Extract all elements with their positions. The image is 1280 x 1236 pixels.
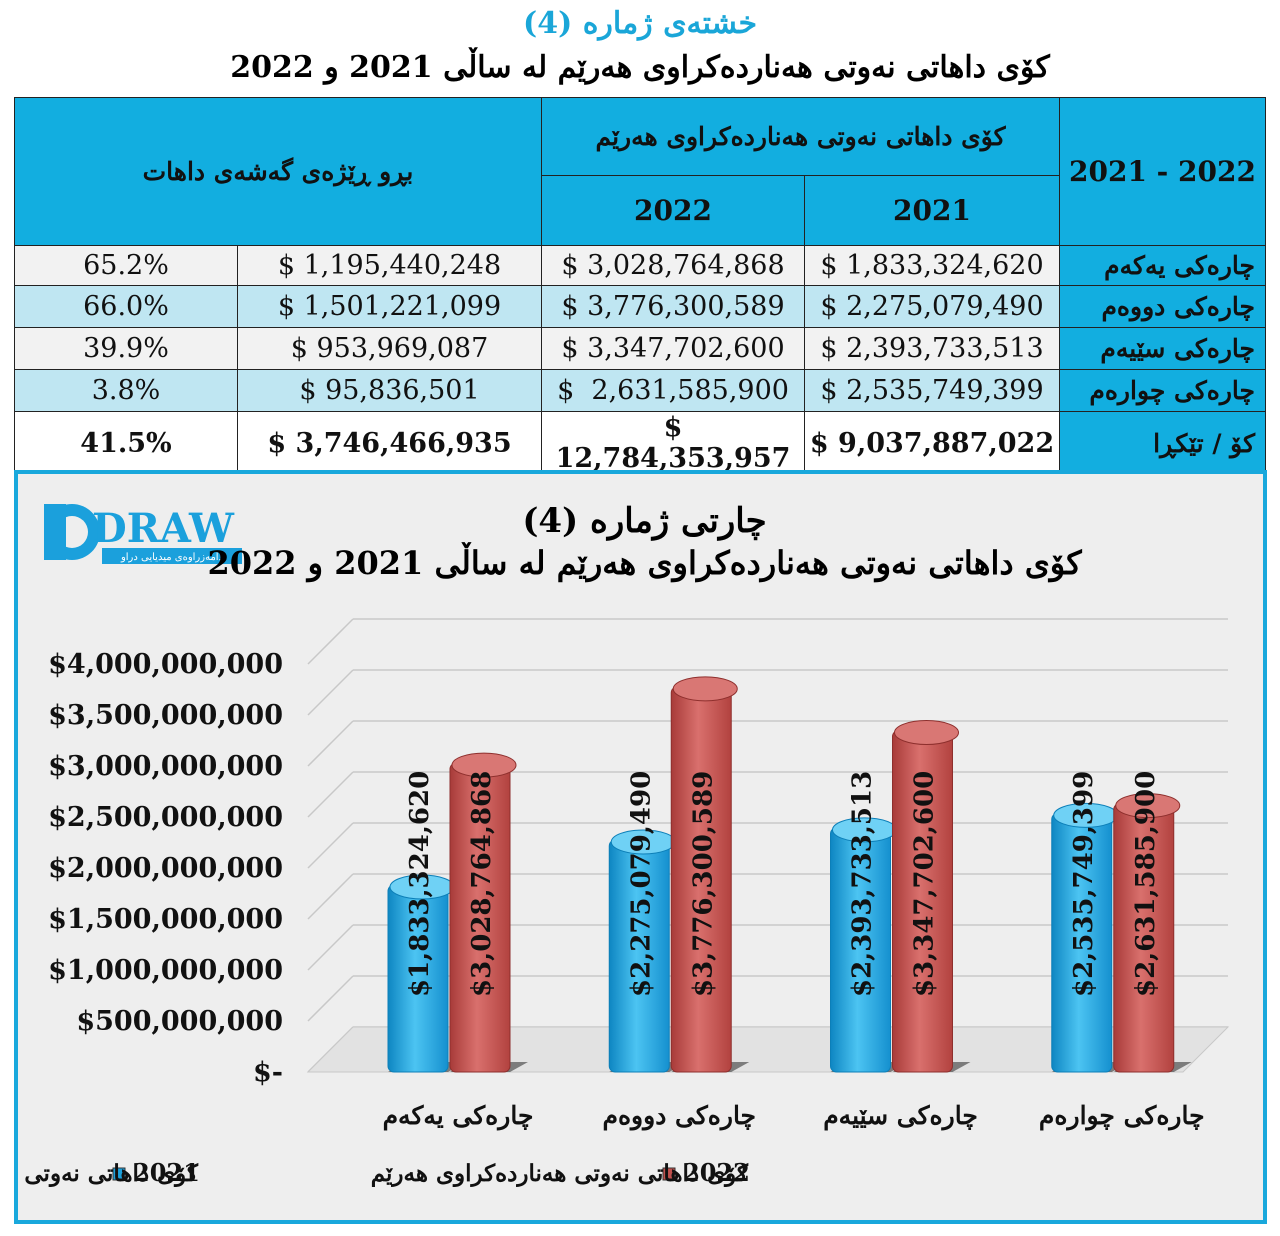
data-label: $3,347,702,600 <box>910 771 940 997</box>
row-label: چارەکی چوارەم <box>1059 369 1266 412</box>
data-label: $3,028,764,868 <box>467 771 497 997</box>
data-label: $2,535,749,399 <box>1069 771 1099 997</box>
y-tick-label: $500,000,000 <box>76 1006 283 1037</box>
diff-cell: $ 953,969,087 <box>237 327 542 370</box>
y-tick-label: $1,500,000,000 <box>48 904 283 935</box>
diff-cell: $ 1,195,440,248 <box>237 245 542 286</box>
total-label: کۆ / تێکڕا <box>1059 411 1266 475</box>
data-label: $3,776,300,589 <box>688 771 718 997</box>
v2021-cell: $ 2,393,733,513 <box>804 327 1060 370</box>
y-tick-label: $2,500,000,000 <box>48 802 283 833</box>
table-subtitle: کۆی داهاتی نەوتی هەناردەکراوی هەرێم لە س… <box>230 50 1050 85</box>
v2021-cell: $ 2,535,749,399 <box>804 369 1060 412</box>
logo-tagline: دامەزراوەی میدیایی دراو <box>120 552 223 563</box>
v2022-cell: $ 2,631,585,900 <box>541 369 805 412</box>
header-period: 2021 - 2022 <box>1059 97 1266 246</box>
gridline-side <box>307 975 354 1022</box>
legend-2022-text: کۆی داهاتی نەوتی هەناردەکراوی هەرێم <box>371 1160 749 1188</box>
v2022-cell: $ 3,028,764,868 <box>541 245 805 286</box>
total-pct-cell: 41.5% <box>14 411 238 475</box>
y-tick-label: $4,000,000,000 <box>48 649 283 680</box>
pct-cell: 39.9% <box>14 327 238 370</box>
y-tick-label: $3,500,000,000 <box>48 700 283 731</box>
y-tick-label: $1,000,000,000 <box>48 955 283 986</box>
header-2021: 2021 <box>804 175 1060 246</box>
diff-cell: $ 1,501,221,099 <box>237 285 542 328</box>
draw-logo-icon: DRAW دامەزراوەی میدیایی دراو <box>44 504 242 564</box>
bar-chart: $- $500,000,000 $1,000,000,000 $1,500,000,0… <box>18 618 1230 1188</box>
pct-cell: 65.2% <box>14 245 238 286</box>
diff-cell: $ 95,836,501 <box>237 369 542 412</box>
header-2022: 2022 <box>541 175 805 246</box>
category-label: چارەکی سێیەم <box>823 1101 978 1131</box>
revenue-table: بڕو ڕێژەی گەشەی داهات کۆی داهاتی نەوتی ه… <box>14 97 1266 475</box>
v2022-cell: $ 3,776,300,589 <box>541 285 805 328</box>
logo-text: DRAW <box>92 505 235 552</box>
chart-title: چارتی ژمارە (4) <box>522 501 767 541</box>
category-label: چارەکی دووەم <box>602 1101 756 1131</box>
y-tick-label: $3,000,000,000 <box>48 751 283 782</box>
total-v2021-cell: $ 9,037,887,022 <box>804 411 1060 475</box>
total-diff-cell: $ 3,746,466,935 <box>237 411 542 475</box>
category-label: چارەکی یەکەم <box>383 1101 534 1131</box>
gridline-side <box>307 822 354 869</box>
chart-subtitle: کۆی داهاتی نەوتی هەناردەکراوی هەرێم لە س… <box>207 544 1082 582</box>
pct-cell: 66.0% <box>14 285 238 328</box>
table-row: 66.0% $ 1,501,221,099 $ 3,776,300,589 $ … <box>14 285 1266 328</box>
gridline-side <box>307 873 354 920</box>
legend-2022-swatch <box>662 1167 676 1181</box>
legend-2021-swatch <box>112 1167 126 1181</box>
gridline-side <box>307 771 354 818</box>
legend-2022-year: 2022 <box>683 1158 750 1187</box>
gridline-side <box>307 924 354 971</box>
y-tick-label: $2,000,000,000 <box>48 853 283 884</box>
gridline-side <box>307 618 354 665</box>
data-label: $1,833,324,620 <box>405 771 435 997</box>
row-label: چارەکی سێیەم <box>1059 327 1266 370</box>
bar-top <box>672 676 738 702</box>
row-label: چارەکی یەکەم <box>1059 245 1266 286</box>
gridline-side <box>307 720 354 767</box>
bar-top <box>451 752 517 778</box>
header-growth: بڕو ڕێژەی گەشەی داهات <box>14 97 542 246</box>
table-row: 3.8% $ 95,836,501 $ 2,631,585,900 $ 2,53… <box>14 369 1266 412</box>
bar-top <box>1115 793 1181 819</box>
total-v2022-cell: $ 12,784,353,957 <box>541 411 805 475</box>
draw-logo: DRAW دامەزراوەی میدیایی دراو <box>32 494 252 578</box>
header-group: کۆی داهاتی نەوتی هەناردەکراوی هەرێم <box>541 97 1060 176</box>
bar-top <box>894 720 959 746</box>
gridline-side <box>307 669 354 716</box>
data-label: $2,275,079,490 <box>626 771 656 997</box>
v2021-cell: $ 2,275,079,490 <box>804 285 1060 328</box>
data-label: $2,393,733,513 <box>848 771 878 997</box>
pct-cell: 3.8% <box>14 369 238 412</box>
table-row: 65.2% $ 1,195,440,248 $ 3,028,764,868 $ … <box>14 245 1266 286</box>
chart-floor <box>306 1026 1230 1073</box>
table-total-row: 41.5% $ 3,746,466,935 $ 12,784,353,957 $… <box>14 411 1266 475</box>
legend-2021-year: 2021 <box>133 1158 200 1187</box>
data-label: $2,631,585,900 <box>1131 771 1161 997</box>
v2022-cell: $ 3,347,702,600 <box>541 327 805 370</box>
table-title: خشتەی ژمارە (4) <box>523 6 757 41</box>
table-row: 39.9% $ 953,969,087 $ 3,347,702,600 $ 2,… <box>14 327 1266 370</box>
chart-panel: DRAW دامەزراوەی میدیایی دراو چارتی ژمارە… <box>14 470 1267 1224</box>
y-tick-label: $- <box>253 1057 283 1088</box>
category-label: چارەکی چوارەم <box>1039 1101 1205 1131</box>
row-label: چارەکی دووەم <box>1059 285 1266 328</box>
v2021-cell: $ 1,833,324,620 <box>804 245 1060 286</box>
legend-2021-text: کۆی داهاتی نەوتی هەناردەکراوی هەرێم <box>18 1160 199 1188</box>
